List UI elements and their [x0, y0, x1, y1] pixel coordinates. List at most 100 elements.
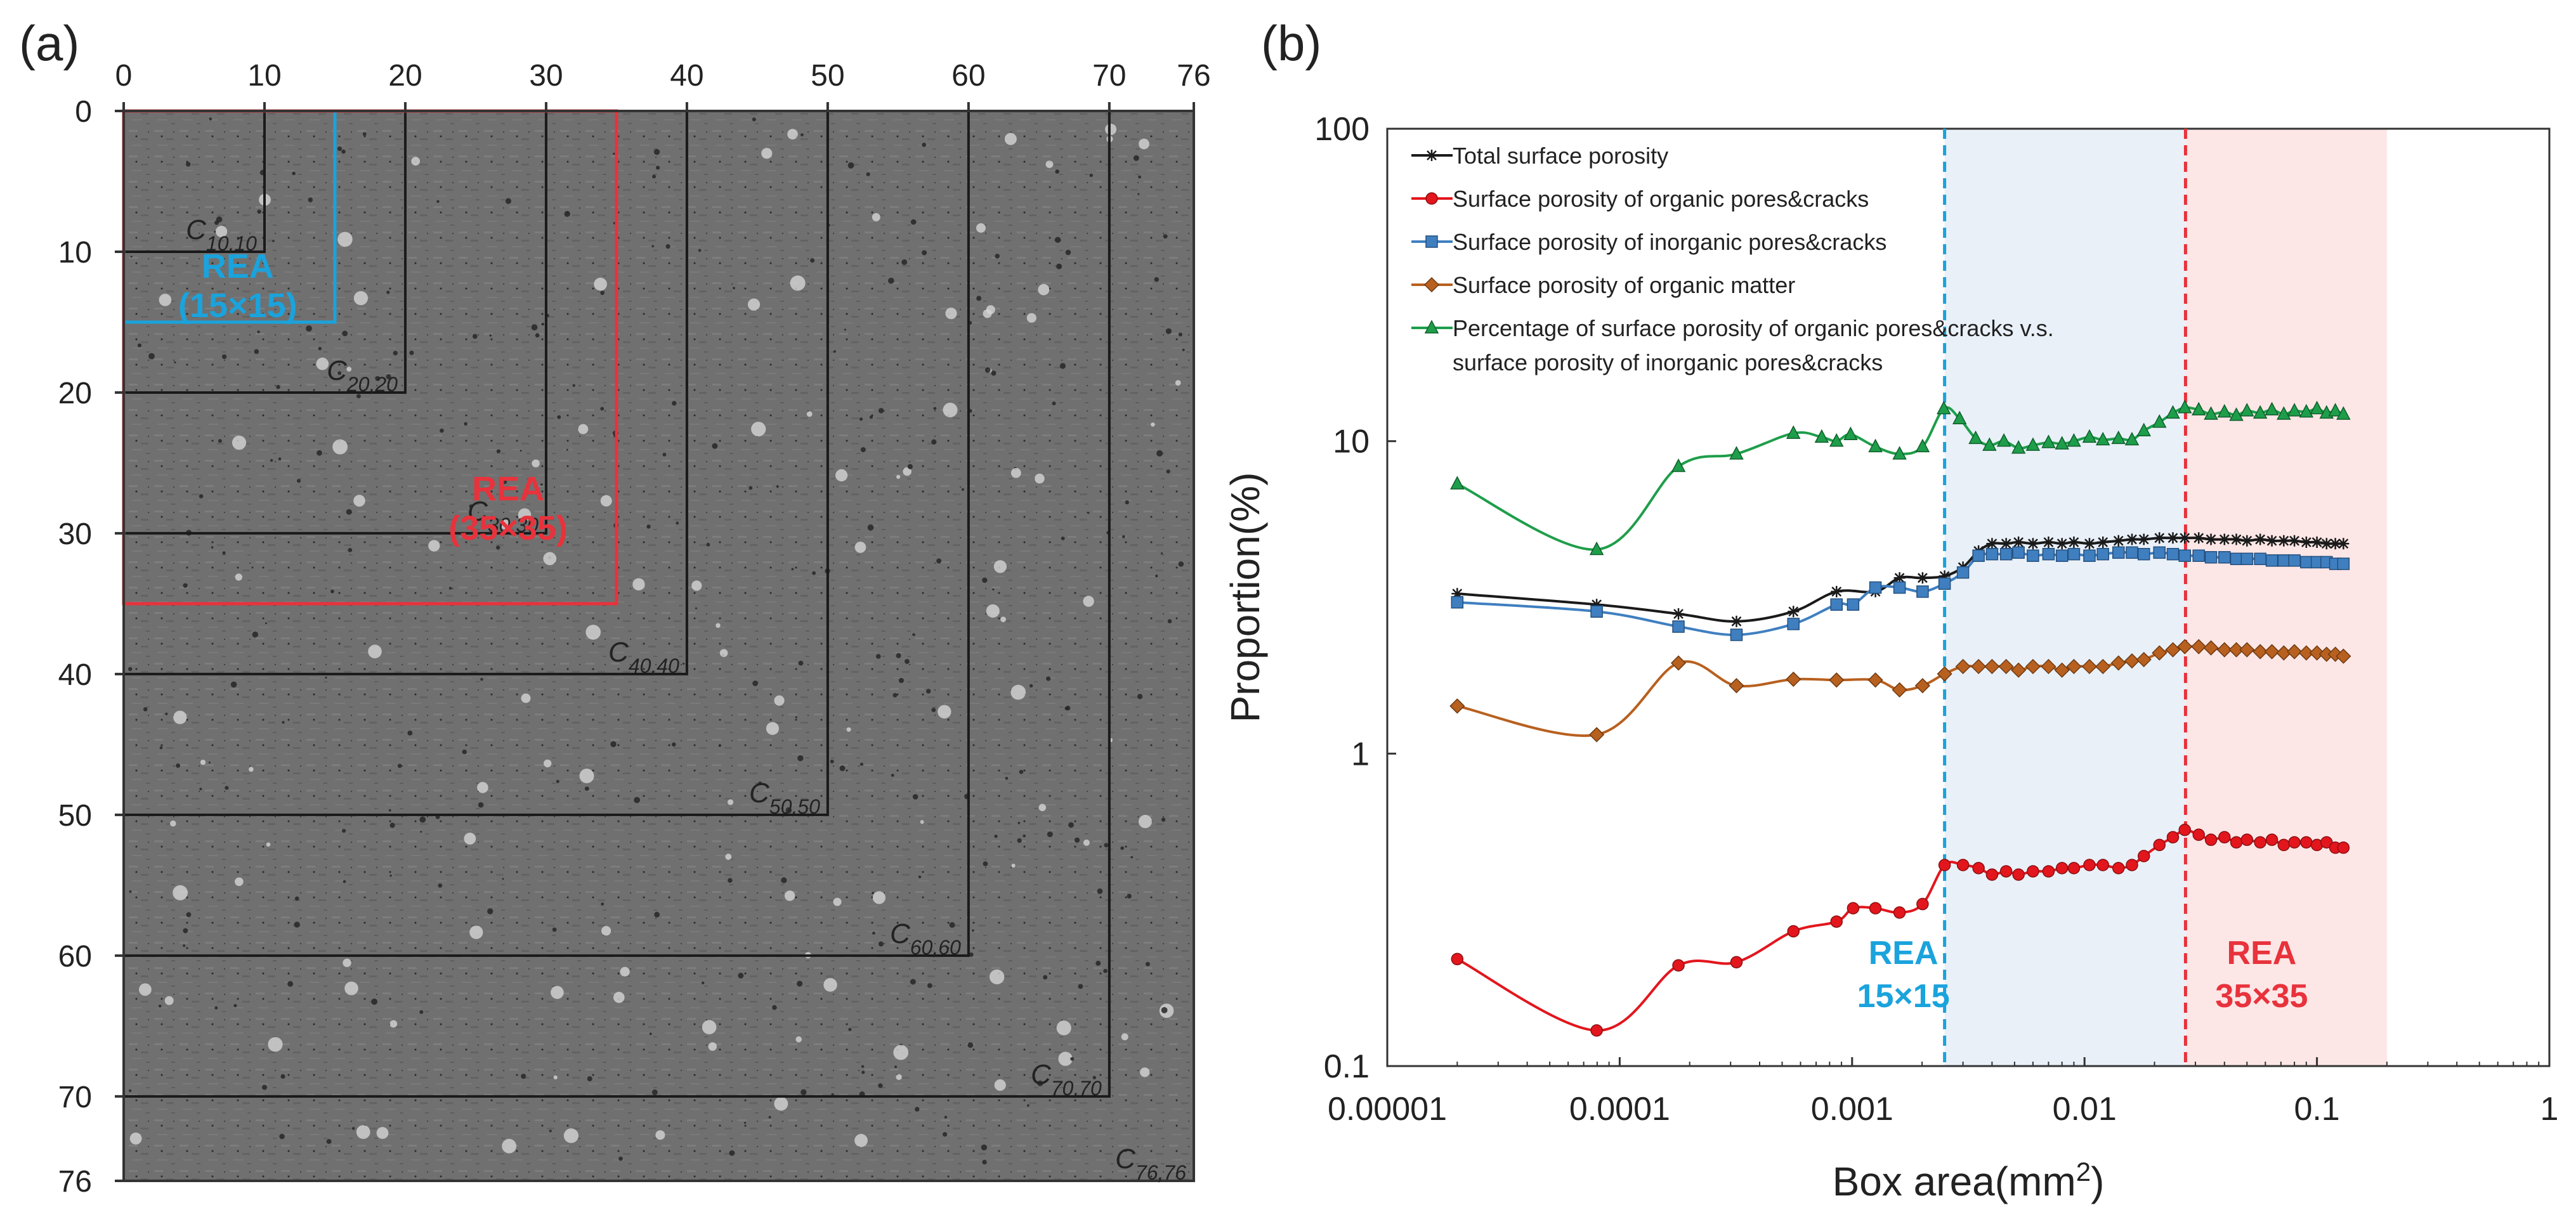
pore	[1046, 676, 1051, 681]
data-point-diamond	[2336, 648, 2351, 664]
pore	[308, 197, 313, 203]
data-point-square	[1893, 581, 1906, 594]
legend-diamond-mark	[1423, 277, 1440, 293]
data-point-triangle	[1968, 430, 1983, 445]
pore	[270, 459, 273, 462]
data-point-diamond	[1892, 682, 1907, 698]
mineral-grain	[1035, 473, 1045, 484]
pore	[752, 117, 756, 122]
y-tick-label: 0.1	[1324, 1048, 1370, 1085]
pore	[128, 667, 133, 672]
mineral-grain	[719, 649, 728, 657]
mineral-grain	[945, 308, 957, 320]
data-point-circle	[2178, 823, 2192, 836]
pore	[214, 230, 216, 233]
data-point-triangle	[2124, 431, 2140, 446]
data-point-square	[2112, 546, 2125, 559]
mineral-grain	[353, 495, 365, 507]
pore	[1068, 822, 1074, 828]
x-tick-label: 0.001	[1811, 1091, 1893, 1128]
pore	[1052, 401, 1056, 406]
pore	[176, 763, 181, 768]
pore	[496, 545, 500, 550]
pore	[758, 781, 762, 786]
legend-asterisk-mark	[1426, 150, 1437, 161]
data-point-square	[2083, 549, 2096, 562]
rea-size-label-35: (35×35)	[448, 509, 568, 547]
data-point-triangle	[1814, 429, 1829, 443]
pore	[557, 415, 561, 419]
data-point-triangle	[1671, 458, 1686, 472]
pore	[1070, 1057, 1075, 1061]
pore	[898, 677, 904, 684]
pore	[1043, 975, 1048, 980]
pore	[389, 823, 395, 828]
pore	[1019, 769, 1024, 774]
sub-region-boxes: C10,10 C20,20 C30,30 C40,40 C50,50 C60,60 C70,…	[124, 111, 1195, 1184]
data-point-asterisk	[2112, 535, 2124, 547]
pore	[282, 720, 285, 724]
data-point-asterisk	[1893, 572, 1906, 584]
mineral-grain	[983, 309, 992, 318]
mineral-grain	[353, 291, 369, 306]
pore	[1161, 817, 1166, 822]
mineral-grain	[896, 1074, 902, 1081]
legend-circle-mark	[1425, 192, 1438, 205]
data-point-triangle	[2336, 406, 2351, 420]
data-point-diamond	[2165, 642, 2181, 658]
mineral-grain	[993, 560, 1007, 573]
rea-label-15: REA	[202, 247, 274, 285]
mineral-grain	[344, 981, 358, 996]
data-point-circle	[2012, 868, 2025, 881]
data-point-triangle	[2082, 429, 2097, 443]
pore	[1064, 706, 1069, 710]
pore	[776, 485, 779, 488]
mineral-grain	[872, 891, 886, 904]
y-axis-title: Proportion(%)	[1222, 472, 1268, 723]
pore	[683, 662, 685, 665]
pore	[552, 927, 557, 932]
pore	[922, 250, 927, 256]
pore	[801, 1089, 807, 1095]
data-point-asterisk	[2068, 536, 2080, 548]
data-point-circle	[2337, 841, 2350, 854]
data-point-asterisk	[2289, 535, 2301, 547]
y-tick-label: 20	[58, 377, 92, 410]
data-point-diamond	[1998, 658, 2014, 675]
pore	[318, 347, 322, 351]
mineral-grain	[376, 1127, 389, 1139]
pore	[257, 209, 262, 214]
pore	[738, 972, 744, 979]
data-point-square	[1999, 548, 2013, 561]
data-point-asterisk	[1939, 570, 1951, 582]
rea-chart-label-0: REA	[1869, 935, 1939, 972]
mineral-grain	[795, 1036, 802, 1043]
y-tick-label: 50	[58, 799, 92, 833]
mineral-grain	[544, 759, 552, 768]
data-point-circle	[2218, 831, 2231, 843]
box-70	[124, 111, 1111, 1098]
pore	[496, 449, 501, 453]
mineral-grain	[268, 1037, 283, 1052]
pore	[183, 583, 188, 588]
pore	[901, 259, 908, 265]
data-point-circle	[1972, 862, 1985, 875]
data-point-circle	[1830, 915, 1843, 928]
pore	[1182, 348, 1185, 351]
x-tick-label: 70	[1092, 59, 1126, 93]
pore	[926, 689, 931, 694]
mineral-grain	[518, 508, 532, 521]
pore	[610, 741, 617, 748]
pore	[294, 921, 300, 928]
pore	[912, 794, 919, 800]
data-point-diamond	[2228, 642, 2244, 658]
pore	[1061, 537, 1065, 540]
mineral-grain	[727, 799, 734, 805]
data-point-asterisk	[2241, 535, 2253, 547]
data-point-circle	[2204, 833, 2218, 846]
pore	[894, 1065, 897, 1069]
pore	[912, 633, 915, 637]
pore	[706, 542, 710, 547]
mineral-grain	[521, 693, 531, 703]
data-point-asterisk	[1916, 572, 1928, 584]
